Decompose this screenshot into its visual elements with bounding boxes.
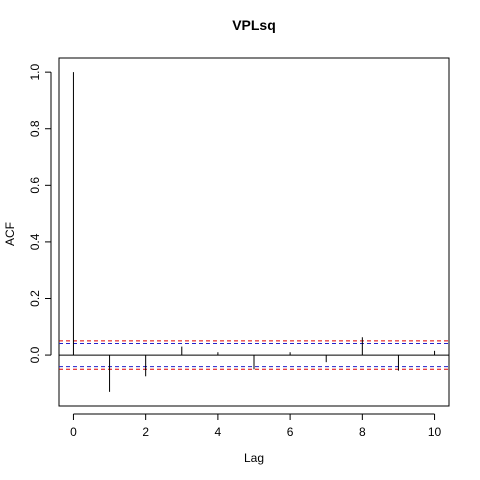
x-tick-label-2: 2 [142, 425, 149, 439]
y-tick-label-0.4: 0.4 [28, 233, 42, 250]
y-axis-label: ACF [3, 222, 17, 246]
x-tick-label-4: 4 [215, 425, 222, 439]
x-tick-label-10: 10 [428, 425, 442, 439]
chart-title: VPLsq [232, 17, 276, 33]
chart-marks: 0 2 4 6 8 10 0.0 0.2 0.4 0.6 0.8 1.0 [28, 63, 449, 439]
y-tick-label-1.0: 1.0 [28, 63, 42, 80]
x-axis-label: Lag [244, 451, 264, 465]
x-tick-label-0: 0 [70, 425, 77, 439]
y-tick-label-0.8: 0.8 [28, 120, 42, 137]
y-tick-label-0.2: 0.2 [28, 290, 42, 307]
x-tick-label-6: 6 [287, 425, 294, 439]
plot-frame [58, 57, 450, 407]
x-tick-label-8: 8 [359, 425, 366, 439]
y-tick-label-0.0: 0.0 [28, 346, 42, 363]
y-tick-label-0.6: 0.6 [28, 177, 42, 194]
